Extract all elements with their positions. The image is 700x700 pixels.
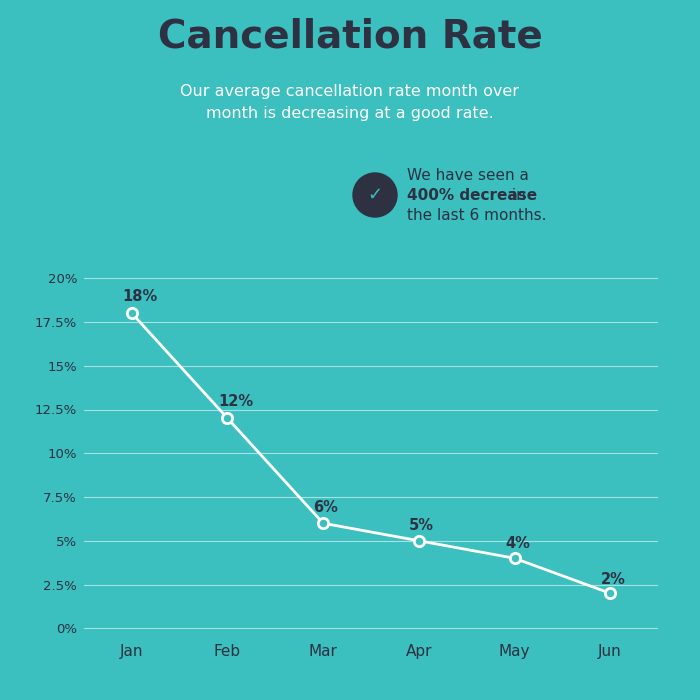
- Text: 4%: 4%: [505, 536, 530, 552]
- Point: [318, 518, 329, 529]
- Text: Our average cancellation rate month over
month is decreasing at a good rate.: Our average cancellation rate month over…: [181, 84, 519, 121]
- Text: in: in: [507, 188, 526, 202]
- Text: 2%: 2%: [601, 572, 626, 587]
- Text: ✓: ✓: [368, 186, 383, 204]
- Text: 5%: 5%: [410, 518, 434, 533]
- Text: the last 6 months.: the last 6 months.: [407, 207, 547, 223]
- Point: [126, 308, 137, 319]
- Text: 18%: 18%: [122, 288, 158, 304]
- Text: We have seen a: We have seen a: [407, 167, 529, 183]
- Point: [605, 588, 616, 599]
- Text: 12%: 12%: [218, 393, 253, 409]
- Text: 400% decrease: 400% decrease: [407, 188, 537, 202]
- Circle shape: [353, 173, 397, 217]
- Point: [509, 553, 520, 564]
- Text: 6%: 6%: [314, 500, 339, 514]
- Point: [222, 412, 233, 423]
- Text: Cancellation Rate: Cancellation Rate: [158, 18, 542, 55]
- Point: [413, 535, 424, 546]
